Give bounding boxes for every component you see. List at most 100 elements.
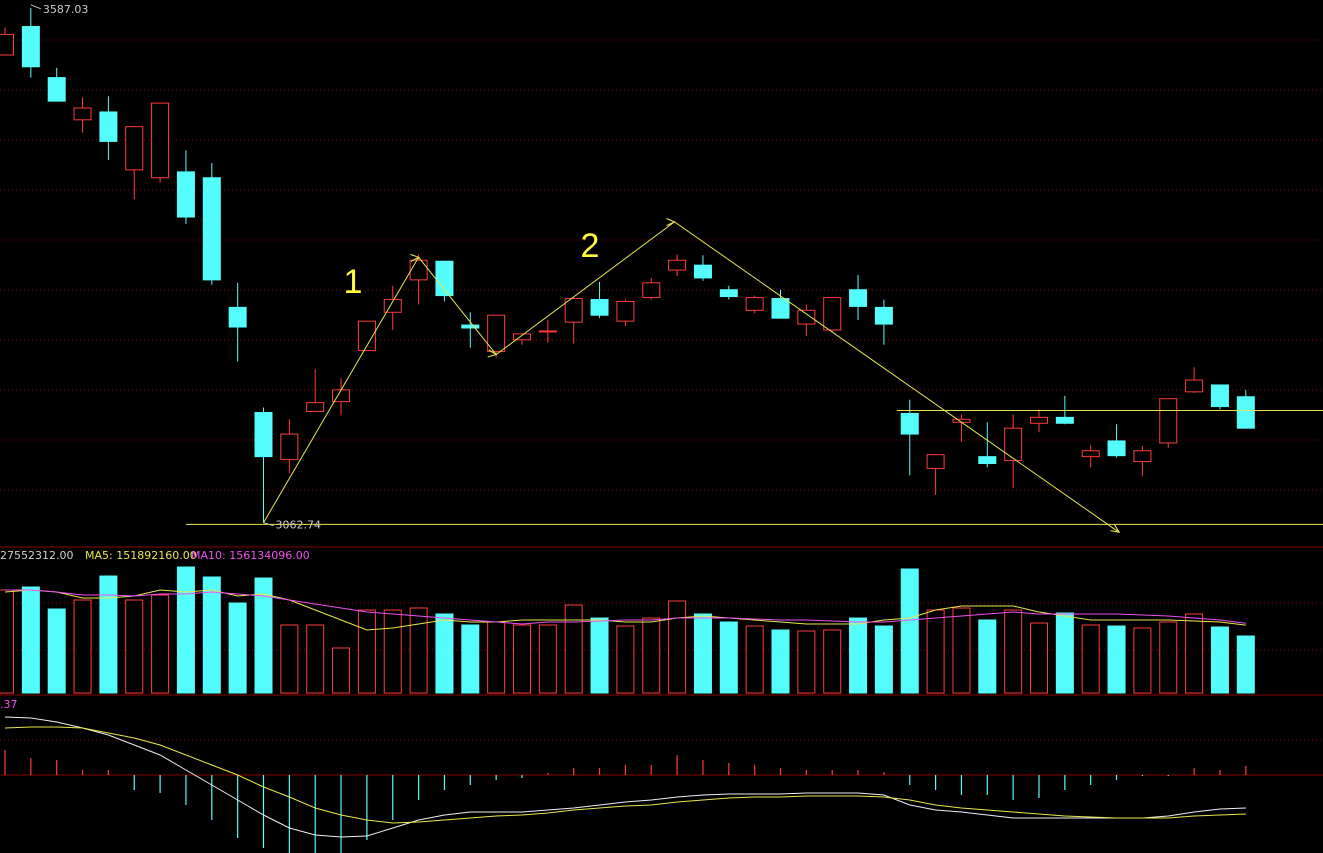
volume-bar (0, 589, 14, 694)
volume-bar (383, 609, 402, 694)
low-pointer (263, 522, 274, 527)
high-pointer (30, 4, 42, 10)
macd-line (4, 726, 1246, 824)
candle-body (1185, 379, 1204, 393)
volume-bar (409, 607, 428, 694)
candle-body (590, 299, 609, 316)
candle-body (1004, 427, 1023, 462)
volume-bar (73, 599, 92, 694)
candle-body (823, 297, 842, 331)
volume-bar (616, 625, 635, 694)
ma-line (4, 589, 1246, 631)
candle-body (745, 297, 764, 311)
volume-bar (47, 608, 66, 694)
high-label: 3587.03 (43, 3, 89, 16)
volume-bar (926, 609, 945, 694)
low-label: 3062.74 (276, 519, 322, 532)
volume-bar (642, 617, 661, 694)
candle-body (900, 412, 919, 435)
volume-bar (1159, 621, 1178, 694)
ma10-legend: MA10: 156134096.00 (191, 549, 310, 562)
macd-line (4, 716, 1246, 838)
volume-bar (151, 594, 170, 694)
candle-body (461, 324, 480, 329)
candle-body (99, 111, 118, 142)
candle-body (1107, 440, 1126, 457)
volume-bar (564, 604, 583, 694)
volume-bar (1236, 635, 1255, 694)
volume-bar (693, 613, 712, 694)
ma5-legend: MA5: 151892160.00 (85, 549, 197, 562)
volume-bar (332, 647, 351, 694)
volume-bar (461, 624, 480, 694)
candle-body (849, 289, 868, 307)
candle-body (564, 298, 583, 323)
candle-body (668, 259, 687, 271)
volume-bar (21, 586, 40, 694)
volume-bar (99, 575, 118, 694)
candle-body (693, 264, 712, 279)
candle-body (357, 320, 376, 352)
volume-bar (874, 625, 893, 694)
candle-body (1081, 450, 1100, 458)
candle-body (73, 107, 92, 121)
annotation: 2 (581, 227, 600, 265)
volume-bar (538, 624, 557, 694)
volume-bar (1030, 622, 1048, 694)
candle-body (538, 330, 557, 333)
candle-body (306, 402, 325, 412)
volume-bar (176, 566, 195, 694)
candle-body (1055, 416, 1074, 424)
volume-bar (849, 617, 868, 694)
volume-bar (228, 602, 247, 694)
volume-bar (357, 609, 376, 694)
volume-bar (1185, 613, 1204, 694)
candle-body (719, 289, 738, 298)
volume-bar (1055, 612, 1074, 694)
candle-body (1030, 416, 1048, 424)
volume-bar (1081, 624, 1100, 694)
candle-body (978, 456, 997, 465)
trend-line (263, 222, 1120, 532)
volume-bar (823, 629, 842, 694)
candle-body (642, 282, 661, 299)
volume-bar (1133, 627, 1152, 694)
volume-bar (900, 568, 919, 694)
candle-body (21, 26, 40, 68)
volume-bar (797, 630, 816, 694)
volume-bar (978, 619, 997, 694)
volume-bar (202, 576, 221, 694)
candle-body (409, 259, 428, 281)
candle-body (771, 298, 790, 319)
marks (0, 4, 1323, 853)
volume-bar (771, 629, 790, 694)
volume-bar (1004, 609, 1023, 694)
volume-legend: 27552312.00 (0, 549, 73, 562)
candle-body (797, 309, 816, 325)
candle-body (151, 102, 170, 179)
candle-body (280, 433, 299, 461)
volume-bar (590, 617, 609, 694)
candle-body (926, 454, 945, 469)
macd-legend: .37 (0, 698, 18, 711)
volume-bar (1107, 625, 1126, 694)
annotation: 1 (344, 263, 363, 301)
volume-bar (306, 624, 325, 694)
candle-body (1159, 398, 1178, 444)
candle-body (874, 306, 893, 325)
ma-line (5, 589, 1246, 625)
volume-bar (280, 624, 299, 694)
volume-bar (435, 613, 454, 694)
volume-bar (125, 599, 144, 694)
candle-body (0, 33, 14, 56)
candle-body (125, 126, 144, 171)
volume-bar (668, 600, 687, 694)
candle-body (616, 300, 635, 322)
volume-bar (1210, 626, 1229, 694)
volume-bar (254, 577, 273, 694)
candle-body (1210, 384, 1229, 408)
candle-body (202, 177, 221, 281)
